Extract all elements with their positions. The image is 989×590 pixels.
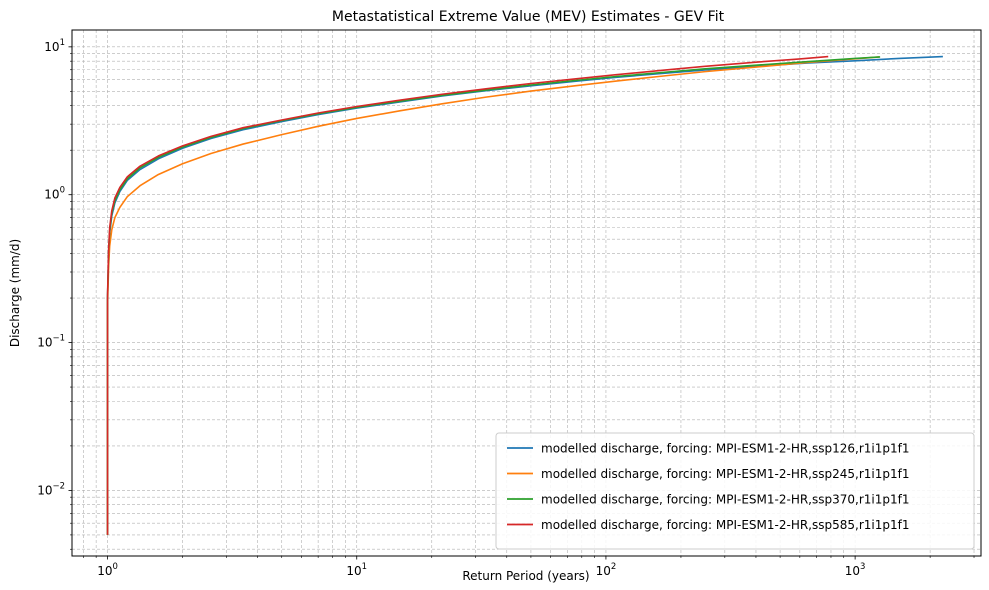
- y-axis-label: Discharge (mm/d): [8, 239, 22, 347]
- series-line-4: [106, 55, 829, 535]
- series-layer: [106, 55, 943, 535]
- legend-label-3: modelled discharge, forcing: MPI-ESM1-2-…: [541, 493, 909, 507]
- x-axis-label: Return Period (years): [462, 569, 589, 583]
- legend-label-1: modelled discharge, forcing: MPI-ESM1-2-…: [541, 442, 909, 456]
- series-line-2: [106, 56, 880, 535]
- y-tick-label: 100: [44, 186, 65, 202]
- y-tick-label: 10−2: [37, 481, 65, 497]
- plot-frame: [71, 29, 982, 557]
- x-tick-label: 103: [845, 562, 866, 578]
- x-tick-label: 100: [97, 562, 118, 578]
- y-tick-label: 101: [44, 38, 65, 54]
- legend-label-2: modelled discharge, forcing: MPI-ESM1-2-…: [541, 467, 909, 481]
- chart-title: Metastatistical Extreme Value (MEV) Esti…: [332, 9, 725, 25]
- legend-frame: [495, 432, 975, 550]
- x-tick-label: 102: [596, 562, 617, 578]
- axis-ticks: 100 101 102 103 10−2 10−1 100 101: [37, 38, 975, 578]
- legend: modelled discharge, forcing: MPI-ESM1-2-…: [495, 432, 975, 550]
- y-tick-label: 10−1: [37, 334, 65, 350]
- x-tick-label: 101: [346, 562, 367, 578]
- legend-label-4: modelled discharge, forcing: MPI-ESM1-2-…: [541, 518, 909, 532]
